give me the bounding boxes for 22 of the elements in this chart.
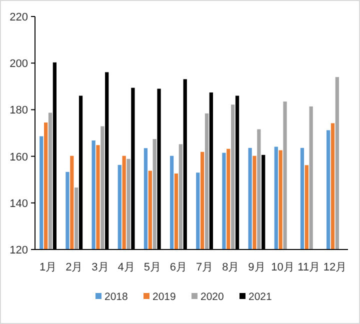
x-tick-label: 1月	[39, 262, 57, 274]
x-tick-label: 10月	[271, 262, 294, 274]
x-tick-label: 11月	[298, 262, 320, 274]
y-tick-label: 140	[10, 198, 28, 210]
x-tick-label: 7月	[196, 262, 214, 274]
y-tick-label: 220	[10, 12, 28, 24]
legend-label: 2020	[200, 291, 224, 303]
x-tick-label: 3月	[92, 262, 109, 274]
legend-label: 2019	[152, 291, 176, 303]
x-tick-label: 6月	[170, 262, 188, 274]
y-tick-label: 120	[10, 244, 28, 256]
x-tick-label: 8月	[222, 262, 240, 274]
x-tick-label: 5月	[144, 262, 161, 274]
x-tick-label: 9月	[248, 262, 266, 274]
x-tick-label: 4月	[118, 262, 135, 274]
legend-label: 2021	[248, 291, 272, 303]
legend-label: 2018	[104, 291, 128, 303]
x-tick-label: 12月	[323, 262, 347, 274]
y-tick-label: 160	[10, 151, 28, 164]
y-tick-label: 200	[10, 58, 28, 70]
x-tick-label: 2月	[66, 262, 83, 274]
y-tick-label: 180	[10, 104, 28, 117]
